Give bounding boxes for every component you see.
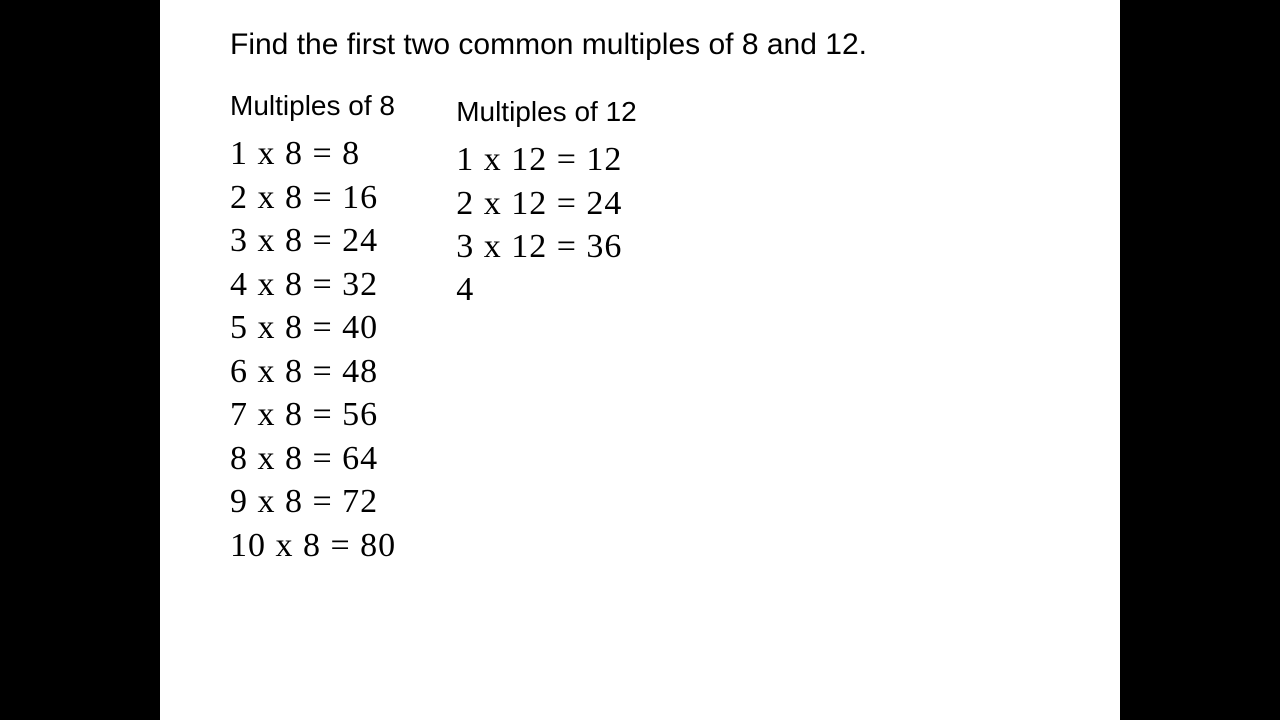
- multiples-8-row: 7 x 8 = 56: [230, 393, 396, 437]
- multiples-12-row: 3 x 12 = 36: [456, 225, 637, 269]
- column-1-header: Multiples of 8: [230, 90, 396, 122]
- multiples-8-row: 9 x 8 = 72: [230, 480, 396, 524]
- whiteboard: Find the first two common multiples of 8…: [160, 0, 1120, 720]
- multiples-8-row: 6 x 8 = 48: [230, 350, 396, 394]
- column-2-header: Multiples of 12: [456, 96, 637, 128]
- multiples-12-row: 1 x 12 = 12: [456, 138, 637, 182]
- multiples-8-row: 5 x 8 = 40: [230, 306, 396, 350]
- multiples-8-row: 3 x 8 = 24: [230, 219, 396, 263]
- multiples-8-row: 2 x 8 = 16: [230, 176, 396, 220]
- partial-stroke: 4: [456, 271, 637, 309]
- multiples-8-row: 4 x 8 = 32: [230, 263, 396, 307]
- multiples-8-row: 1 x 8 = 8: [230, 132, 396, 176]
- multiples-8-row: 8 x 8 = 64: [230, 437, 396, 481]
- columns-container: Multiples of 8 1 x 8 = 8 2 x 8 = 16 3 x …: [230, 90, 1080, 567]
- problem-title: Find the first two common multiples of 8…: [230, 28, 1080, 62]
- multiples-12-row: 2 x 12 = 24: [456, 182, 637, 226]
- column-multiples-of-12: Multiples of 12 1 x 12 = 12 2 x 12 = 24 …: [456, 90, 637, 567]
- multiples-8-row: 10 x 8 = 80: [230, 524, 396, 568]
- column-multiples-of-8: Multiples of 8 1 x 8 = 8 2 x 8 = 16 3 x …: [230, 90, 396, 567]
